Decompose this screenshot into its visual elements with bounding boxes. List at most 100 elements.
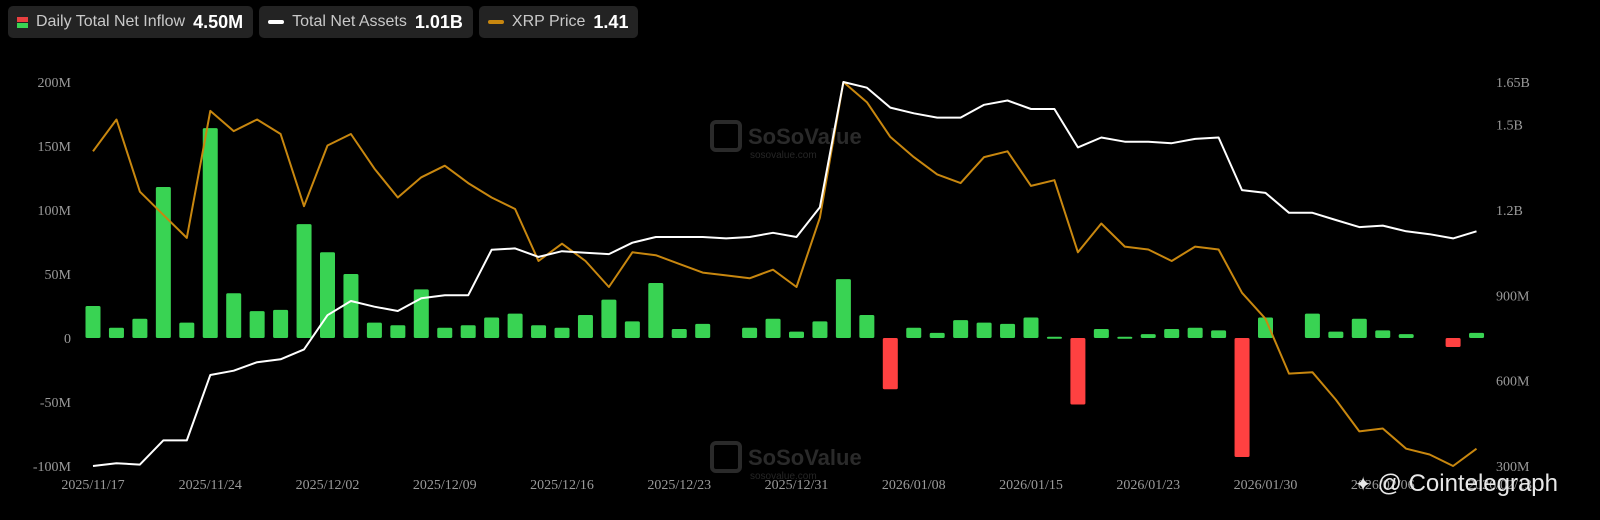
inflow-bar[interactable] <box>155 186 171 338</box>
inflow-bar[interactable] <box>507 313 523 338</box>
inflow-bar[interactable] <box>226 293 242 338</box>
inflow-bar[interactable] <box>671 329 687 338</box>
inflow-bar[interactable] <box>929 332 945 338</box>
x-tick-label: 2026/01/23 <box>1116 478 1180 493</box>
legend-item-price[interactable]: XRP Price 1.41 <box>478 6 639 38</box>
inflow-bar[interactable] <box>132 318 148 338</box>
inflow-bar[interactable] <box>1046 336 1062 339</box>
inflow-bar[interactable] <box>202 128 218 338</box>
inflow-bar[interactable] <box>859 314 875 338</box>
inflow-bar[interactable] <box>624 321 640 338</box>
inflow-bar[interactable] <box>882 338 898 390</box>
inflow-bar[interactable] <box>1140 334 1156 338</box>
inflow-bar[interactable] <box>1469 332 1485 338</box>
left-axis: 200M 150M 100M 50M 0 -50M -100M <box>33 76 72 475</box>
inflow-bar[interactable] <box>296 224 312 338</box>
legend-assets-value: 1.01B <box>414 11 463 32</box>
inflow-bar[interactable] <box>1398 334 1414 338</box>
inflow-bar[interactable] <box>1000 323 1016 338</box>
left-tick-label: 200M <box>38 76 72 91</box>
inflow-bar[interactable] <box>648 282 664 338</box>
right-axis: 1.65B 1.5B 1.2B 900M 600M 300M <box>1496 76 1530 475</box>
inflow-bar[interactable] <box>976 322 992 338</box>
left-tick-label: 100M <box>38 204 72 219</box>
inflow-bar[interactable] <box>1234 338 1250 458</box>
inflow-bar[interactable] <box>320 252 335 338</box>
legend-price-value: 1.41 <box>593 11 629 32</box>
xrp-price-line[interactable] <box>92 81 1478 467</box>
inflow-bar[interactable] <box>1445 338 1461 347</box>
right-tick-label: 1.65B <box>1496 76 1530 91</box>
legend-item-assets[interactable]: Total Net Assets 1.01B <box>259 6 473 38</box>
watermark-logo-icon <box>710 441 742 473</box>
watermark-top: SoSoValue sosovalue.com <box>710 120 862 161</box>
right-tick-label: 300M <box>1496 460 1530 475</box>
inflow-bar[interactable] <box>835 279 851 338</box>
inflow-bar[interactable] <box>1328 331 1344 338</box>
inflow-bar[interactable] <box>390 325 406 338</box>
x-tick-label: 2026/01/15 <box>999 478 1063 493</box>
inflow-bar[interactable] <box>1164 329 1180 338</box>
inflow-bar[interactable] <box>273 309 289 338</box>
watermark-logo-icon <box>710 120 742 152</box>
watermark-group: SoSoValue sosovalue.com SoSoValue sosova… <box>710 120 862 482</box>
inflow-bar[interactable] <box>906 327 922 338</box>
inflow-bar[interactable] <box>484 317 500 338</box>
inflow-bar[interactable] <box>85 306 101 338</box>
inflow-bar[interactable] <box>812 321 828 338</box>
right-tick-label: 1.2B <box>1496 204 1523 219</box>
inflow-bar[interactable] <box>437 327 453 338</box>
x-tick-label: 2025/12/16 <box>530 478 594 493</box>
inflow-bar[interactable] <box>742 327 758 338</box>
right-tick-label: 1.5B <box>1496 119 1523 134</box>
inflow-bar[interactable] <box>1023 317 1039 338</box>
right-tick-label: 900M <box>1496 289 1530 304</box>
inflow-bar[interactable] <box>789 331 804 338</box>
x-tick-label: 2025/12/02 <box>296 478 360 493</box>
inflow-bar[interactable] <box>765 318 781 338</box>
inflow-bar[interactable] <box>695 323 711 338</box>
inflow-bar[interactable] <box>1187 327 1203 338</box>
inflow-swatch-icon <box>17 16 28 28</box>
assets-swatch-icon <box>268 20 285 24</box>
right-tick-label: 600M <box>1496 375 1530 390</box>
inflow-bar[interactable] <box>1375 330 1391 338</box>
left-tick-label: 50M <box>45 268 72 283</box>
watermark-text: SoSoValue <box>748 445 862 470</box>
x-tick-label: 2026/02/06 <box>1351 478 1415 493</box>
inflow-bar[interactable] <box>1117 336 1133 339</box>
inflow-bar[interactable] <box>366 322 382 338</box>
x-tick-label: 2025/12/09 <box>413 478 477 493</box>
inflow-bar[interactable] <box>601 299 617 338</box>
inflow-bar[interactable] <box>343 274 359 338</box>
credit-text: @ Cointelegraph <box>1377 470 1558 497</box>
inflow-bar[interactable] <box>460 325 476 338</box>
inflow-bar[interactable] <box>249 311 265 338</box>
left-tick-label: -100M <box>33 460 72 475</box>
legend-item-inflow[interactable]: Daily Total Net Inflow 4.50M <box>8 6 254 38</box>
inflow-bars <box>85 128 1485 458</box>
legend-assets-label: Total Net Assets <box>292 13 407 30</box>
watermark-text: SoSoValue <box>748 124 862 149</box>
inflow-bar[interactable] <box>1258 317 1273 338</box>
inflow-bar[interactable] <box>1093 329 1109 338</box>
inflow-bar[interactable] <box>554 327 570 338</box>
inflow-bar[interactable] <box>1304 313 1320 338</box>
watermark-bottom: SoSoValue sosovalue.com <box>710 441 862 482</box>
inflow-bar[interactable] <box>531 325 547 338</box>
x-tick-label: 2025/12/23 <box>647 478 711 493</box>
inflow-bar[interactable] <box>1211 330 1227 338</box>
inflow-bar[interactable] <box>577 314 593 338</box>
total-net-assets-line[interactable] <box>92 81 1477 467</box>
inflow-bar[interactable] <box>1351 318 1367 338</box>
left-tick-label: 0 <box>64 332 71 347</box>
inflow-bar[interactable] <box>413 289 429 338</box>
inflow-bar[interactable] <box>108 327 124 338</box>
left-tick-label: 150M <box>38 140 72 155</box>
x-tick-label: 2026/01/30 <box>1234 478 1298 493</box>
inflow-bar[interactable] <box>179 322 195 338</box>
legend-inflow-value: 4.50M <box>193 11 244 32</box>
inflow-bar[interactable] <box>953 320 969 338</box>
inflow-bar[interactable] <box>1070 338 1086 405</box>
